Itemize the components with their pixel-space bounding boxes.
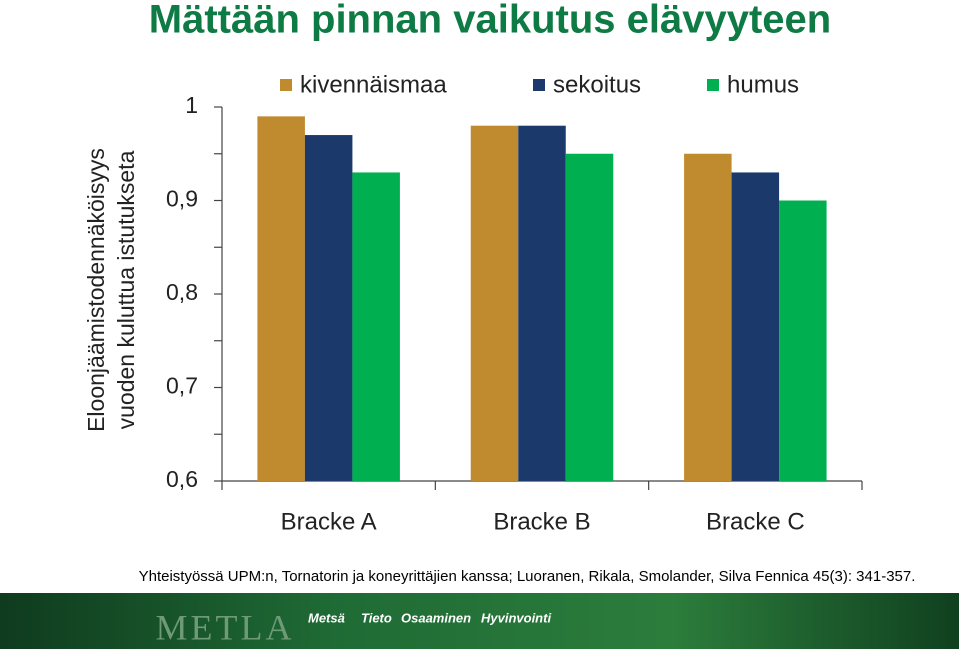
y-tick-label: 0,9 (166, 186, 198, 212)
bar (684, 153, 732, 481)
footer-slogan: Metsä (308, 610, 345, 625)
note: Yhteistyössä UPM:n, Tornatorin ja koneyr… (139, 568, 916, 585)
legend-swatch (707, 79, 719, 91)
bar (304, 135, 353, 482)
y-tick-label: 1 (185, 92, 198, 118)
legend-swatch (533, 79, 545, 91)
x-tick-label: Bracke C (706, 508, 805, 535)
bar (518, 125, 566, 481)
legend-label: kivennäismaa (300, 71, 447, 98)
bar (257, 116, 305, 481)
legend-label: sekoitus (553, 71, 641, 98)
bar (731, 172, 780, 481)
y-tick-label: 0,8 (166, 279, 198, 305)
legend-swatch (280, 79, 292, 91)
footer-logo: METLA (156, 607, 295, 647)
footer-slogan: Tieto (361, 610, 392, 625)
x-tick-label: Bracke A (281, 508, 377, 535)
y-axis-label: Eloonjäämistodennäköisyys (83, 148, 109, 432)
y-tick-label: 0,7 (166, 373, 198, 399)
footer-slogan: Osaaminen (401, 610, 471, 625)
footer-banner (0, 593, 959, 649)
y-axis-label: vuoden kuluttua istutukseta (113, 150, 139, 429)
bar (470, 125, 519, 481)
bar (565, 153, 614, 481)
chart-title: Mättään pinnan vaikutus elävyyteen (149, 0, 831, 42)
legend-label: humus (727, 71, 799, 98)
bar (779, 200, 827, 481)
y-tick-label: 0,6 (166, 466, 198, 492)
footer-slogan: Hyvinvointi (481, 610, 551, 625)
bar (352, 172, 400, 481)
x-tick-label: Bracke B (493, 508, 590, 535)
